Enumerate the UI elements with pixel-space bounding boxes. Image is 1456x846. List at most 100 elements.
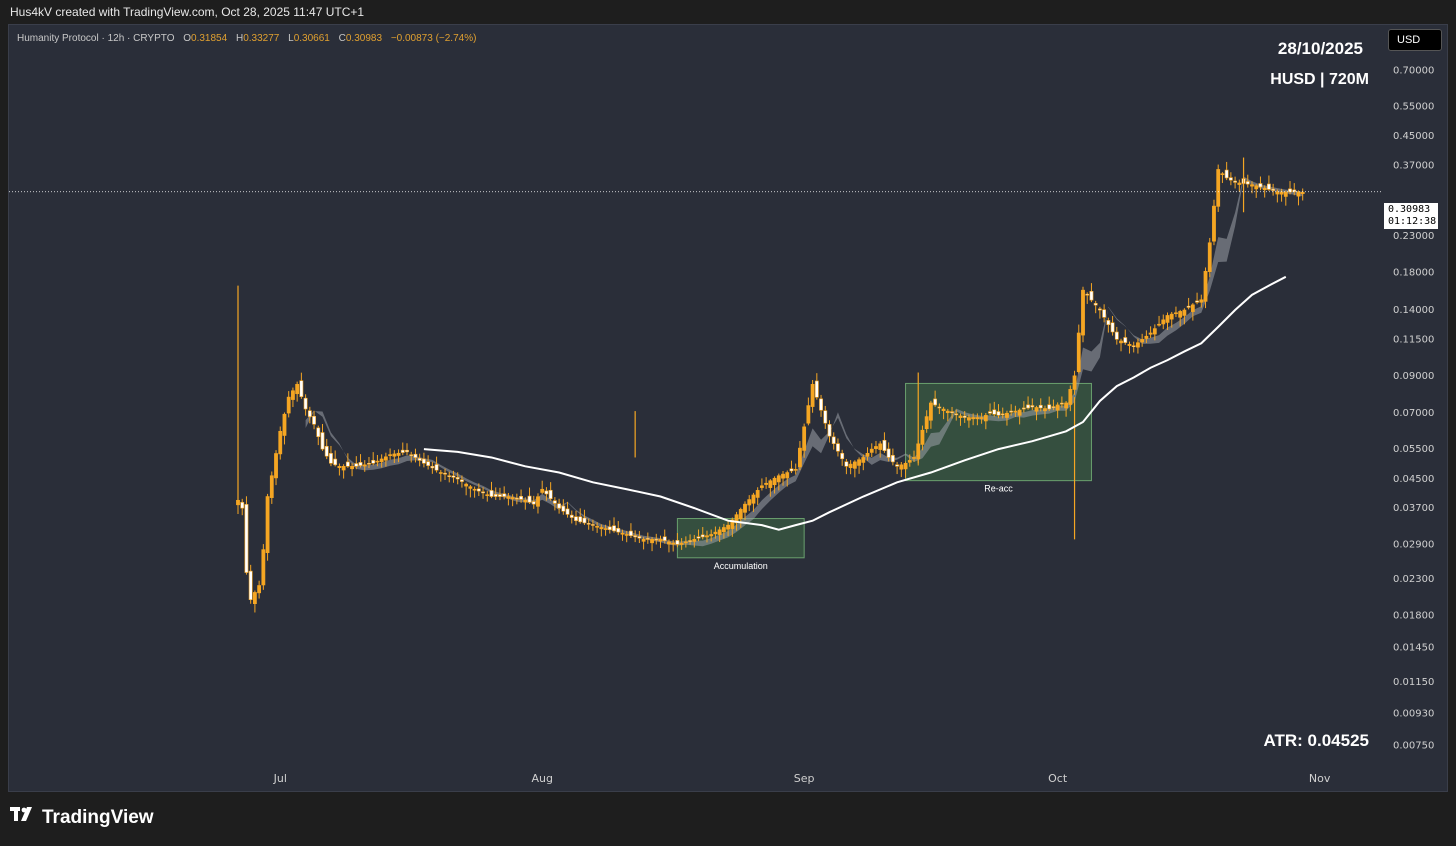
- candle-body-28: [354, 463, 359, 467]
- candle-body-219: [1161, 319, 1166, 325]
- candle-body-122: [751, 494, 756, 504]
- candle-body-5: [257, 585, 262, 594]
- tradingview-brand: TradingView: [42, 807, 154, 828]
- candle-body-241: [1254, 185, 1259, 190]
- price-chart[interactable]: AccumulationRe-acc0.900000.700000.550000…: [9, 25, 1448, 792]
- candle-body-239: [1245, 181, 1250, 185]
- candle-body-217: [1152, 328, 1157, 335]
- candle-body-186: [1021, 407, 1026, 410]
- x-tick-label-1: Aug: [531, 772, 552, 785]
- candle-body-55: [468, 486, 473, 489]
- currency-button[interactable]: USD: [1388, 29, 1442, 51]
- y-tick-label-7: 0.14000: [1393, 305, 1434, 316]
- y-tick-label-15: 0.02300: [1393, 574, 1434, 585]
- candle-body-133: [798, 447, 802, 468]
- candle-body-195: [1059, 402, 1064, 405]
- candle-body-70: [531, 501, 536, 505]
- candle-body-11: [282, 413, 287, 436]
- candle-body-148: [861, 457, 866, 463]
- candle-body-204: [1098, 308, 1102, 311]
- candle-body-58: [481, 491, 485, 494]
- candle-body-40: [405, 449, 409, 453]
- top-credit-bar: Hus4kV created with TradingView.com, Oct…: [0, 0, 1456, 24]
- y-tick-label-14: 0.02900: [1393, 539, 1434, 550]
- candle-body-12: [286, 396, 291, 414]
- candle-body-56: [472, 488, 477, 491]
- candle-body-88: [607, 526, 612, 531]
- candle-body-4: [253, 592, 257, 605]
- candle-body-37: [392, 453, 397, 457]
- candle-body-59: [485, 494, 490, 497]
- candle-body-29: [358, 462, 363, 466]
- close-value: 0.30983: [345, 33, 383, 44]
- candle-body-151: [874, 446, 878, 449]
- candle-body-116: [726, 524, 731, 530]
- candle-body-117: [730, 519, 735, 529]
- candle-body-105: [679, 542, 684, 545]
- candle-body-80: [574, 516, 578, 522]
- candle-body-194: [1055, 404, 1060, 411]
- candle-body-198: [1072, 375, 1077, 390]
- candle-body-175: [975, 417, 980, 420]
- candle-body-147: [857, 459, 861, 466]
- candle-body-118: [734, 514, 739, 524]
- x-tick-label-3: Oct: [1048, 772, 1068, 785]
- candle-body-19: [316, 427, 321, 437]
- candle-body-232: [1216, 169, 1221, 207]
- candle-body-82: [582, 517, 587, 524]
- candle-body-23: [333, 458, 338, 466]
- candle-body-3: [248, 570, 253, 600]
- current-price-tag: 0.30983 01:12:38: [1384, 203, 1438, 229]
- candle-body-126: [768, 480, 773, 488]
- y-tick-label-13: 0.03700: [1393, 503, 1434, 514]
- candle-body-94: [633, 535, 638, 538]
- candle-body-24: [337, 466, 342, 468]
- symbol-legend: Humanity Protocol · 12h · CRYPTO O0.3185…: [17, 33, 476, 44]
- candle-body-246: [1275, 191, 1280, 195]
- candle-body-87: [603, 528, 608, 530]
- candle-body-140: [827, 424, 832, 437]
- candle-body-16: [303, 397, 308, 410]
- open-value: 0.31854: [191, 33, 228, 44]
- candle-body-79: [569, 514, 574, 518]
- chart-panel[interactable]: AccumulationRe-acc0.900000.700000.550000…: [8, 24, 1448, 792]
- candle-body-187: [1026, 404, 1030, 409]
- candle-body-97: [645, 538, 650, 540]
- candle-body-206: [1106, 320, 1111, 325]
- candle-body-230: [1207, 242, 1212, 272]
- candle-body-84: [590, 524, 595, 526]
- candle-body-7: [265, 496, 270, 554]
- candle-body-156: [895, 464, 900, 467]
- candle-body-137: [814, 380, 819, 398]
- tradingview-logo[interactable]: TradingView: [10, 807, 154, 829]
- date-label: 28/10/2025: [1277, 39, 1363, 58]
- candle-body-160: [912, 457, 916, 459]
- candle-body-86: [599, 527, 604, 530]
- candle-body-154: [886, 448, 891, 458]
- candle-body-99: [654, 538, 659, 541]
- y-tick-label-12: 0.04500: [1393, 474, 1434, 485]
- candle-body-98: [650, 539, 654, 544]
- candle-body-216: [1148, 332, 1153, 335]
- candle-body-51: [451, 475, 456, 478]
- candle-body-210: [1123, 337, 1128, 343]
- candle-body-228: [1199, 299, 1204, 303]
- candle-body-136: [810, 384, 815, 407]
- candle-body-44: [421, 458, 426, 464]
- candle-body-42: [413, 453, 418, 458]
- candle-body-215: [1144, 335, 1149, 339]
- candle-body-191: [1043, 408, 1047, 412]
- candle-body-65: [510, 497, 515, 500]
- candle-body-83: [586, 523, 591, 525]
- x-tick-label-0: Jul: [273, 772, 287, 785]
- candle-body-53: [460, 479, 464, 482]
- y-tick-label-2: 0.55000: [1393, 101, 1434, 112]
- candle-body-102: [667, 541, 671, 545]
- candle-body-155: [890, 455, 895, 463]
- candle-body-48: [438, 472, 443, 474]
- candle-body-13: [291, 390, 295, 400]
- candle-body-31: [367, 463, 371, 465]
- y-tick-label-16: 0.01800: [1393, 610, 1434, 621]
- candle-body-248: [1283, 191, 1288, 197]
- candle-body-50: [447, 475, 452, 477]
